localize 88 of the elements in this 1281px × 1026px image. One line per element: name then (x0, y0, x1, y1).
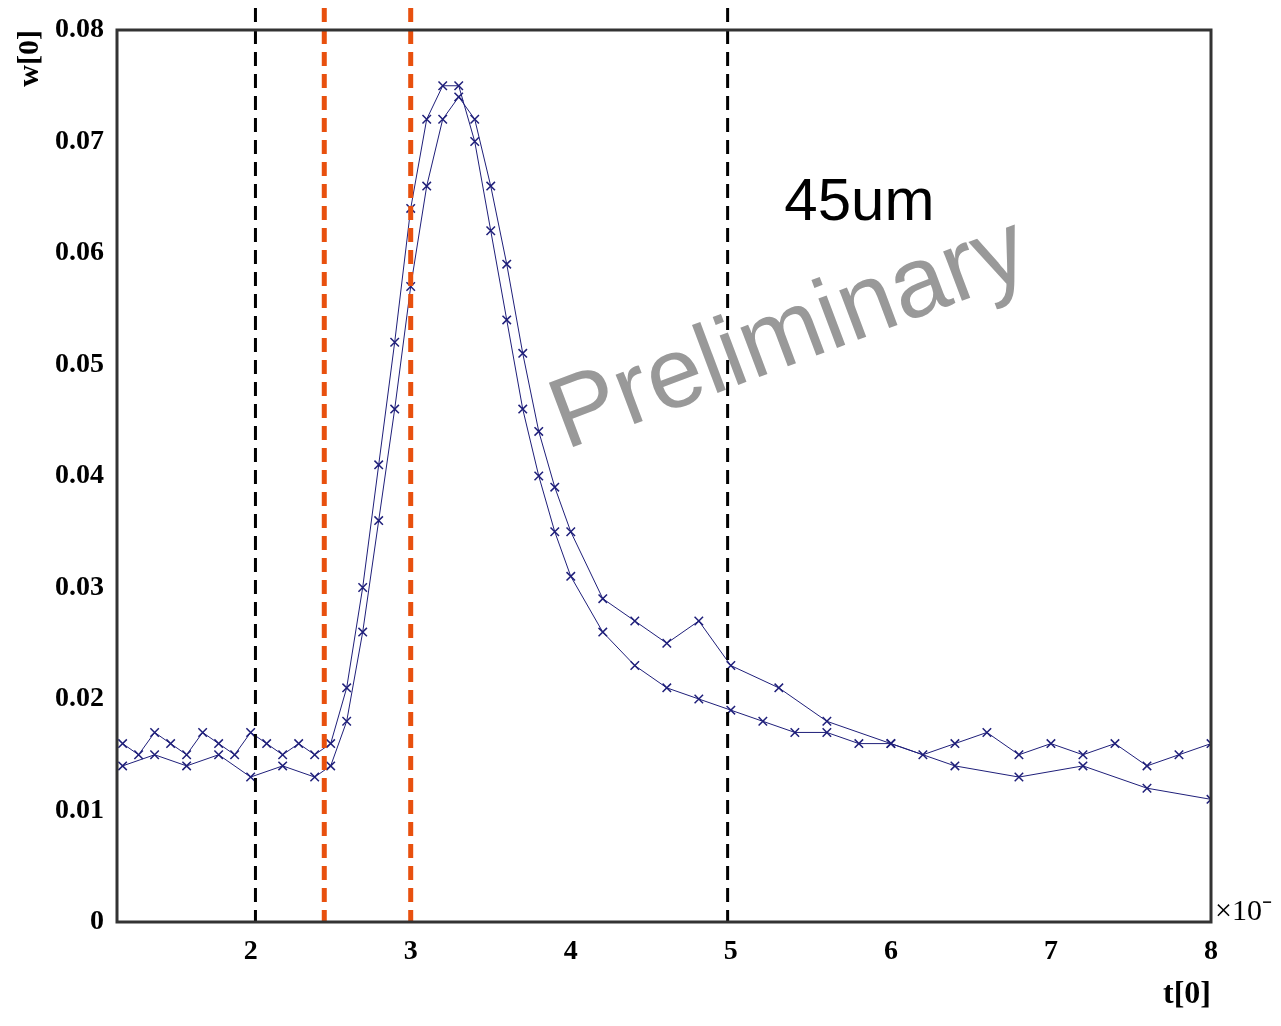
point (661, 682, 672, 693)
point (661, 638, 672, 649)
point (437, 80, 448, 91)
point (469, 136, 480, 147)
annotation: 45um (784, 166, 935, 233)
point (549, 482, 560, 493)
point (437, 114, 448, 125)
point (629, 660, 640, 671)
point (325, 738, 336, 749)
point (917, 749, 928, 760)
x-tick-label: 8 (1204, 934, 1218, 966)
point (501, 314, 512, 325)
point (245, 772, 256, 783)
x-axis-title: t[0] (1163, 974, 1211, 1011)
point (1141, 760, 1152, 771)
y-tick-label: 0.08 (55, 12, 104, 44)
point (549, 526, 560, 537)
point (773, 682, 784, 693)
text: ×10⁻ (1215, 893, 1272, 926)
point (757, 716, 768, 727)
point (725, 660, 736, 671)
point (421, 114, 432, 125)
point (373, 459, 384, 470)
point (357, 627, 368, 638)
point (165, 738, 176, 749)
y-axis-title: w[0] (10, 30, 44, 87)
x-tick-label: 4 (563, 934, 578, 966)
point (597, 593, 608, 604)
point (629, 615, 640, 626)
point (517, 404, 528, 415)
x-tick-label: 7 (1043, 934, 1058, 966)
point (1109, 738, 1120, 749)
point (149, 727, 160, 738)
x-tick-label: 2 (243, 934, 258, 966)
point (117, 760, 128, 771)
point (533, 426, 544, 437)
point (565, 571, 576, 582)
point (309, 749, 320, 760)
point (517, 348, 528, 359)
point (597, 627, 608, 638)
point (229, 749, 240, 760)
point (149, 749, 160, 760)
point (1013, 772, 1024, 783)
point (949, 760, 960, 771)
x-tick-label: 3 (403, 934, 418, 966)
point (405, 281, 416, 292)
point (293, 738, 304, 749)
point (1174, 749, 1184, 760)
point (469, 114, 480, 125)
y-tick-label: 0.01 (55, 792, 104, 824)
point (981, 727, 992, 738)
point (389, 337, 400, 348)
point (261, 738, 272, 749)
point (341, 716, 352, 727)
y-tick-label: 0.07 (55, 123, 104, 155)
point (421, 181, 432, 192)
point (485, 181, 496, 192)
point (725, 705, 736, 716)
point (133, 749, 144, 760)
point (245, 727, 256, 738)
point (373, 515, 384, 526)
point (1141, 783, 1152, 794)
point (1045, 738, 1056, 749)
y-tick-label: 0.05 (55, 346, 104, 378)
point (949, 738, 960, 749)
point (325, 760, 336, 771)
y-tick-label: 0.04 (55, 458, 104, 490)
y-tick-label: 0 (90, 904, 104, 936)
x-tick-label: 5 (723, 934, 738, 966)
point (693, 694, 704, 704)
point (341, 682, 352, 693)
point (309, 772, 320, 783)
point (197, 727, 208, 738)
point (357, 582, 368, 593)
point (117, 738, 128, 749)
y-tick-label: 0.06 (55, 235, 104, 267)
x-tick-label: 6 (883, 934, 898, 966)
point (485, 225, 496, 236)
point (1013, 749, 1024, 760)
point (501, 259, 512, 270)
y-tick-label: 0.02 (55, 681, 104, 713)
point (565, 526, 576, 537)
point (853, 738, 864, 749)
point (693, 615, 704, 626)
point (389, 404, 400, 415)
point (533, 471, 544, 481)
point (789, 727, 800, 738)
y-tick-label: 0.03 (55, 569, 104, 601)
